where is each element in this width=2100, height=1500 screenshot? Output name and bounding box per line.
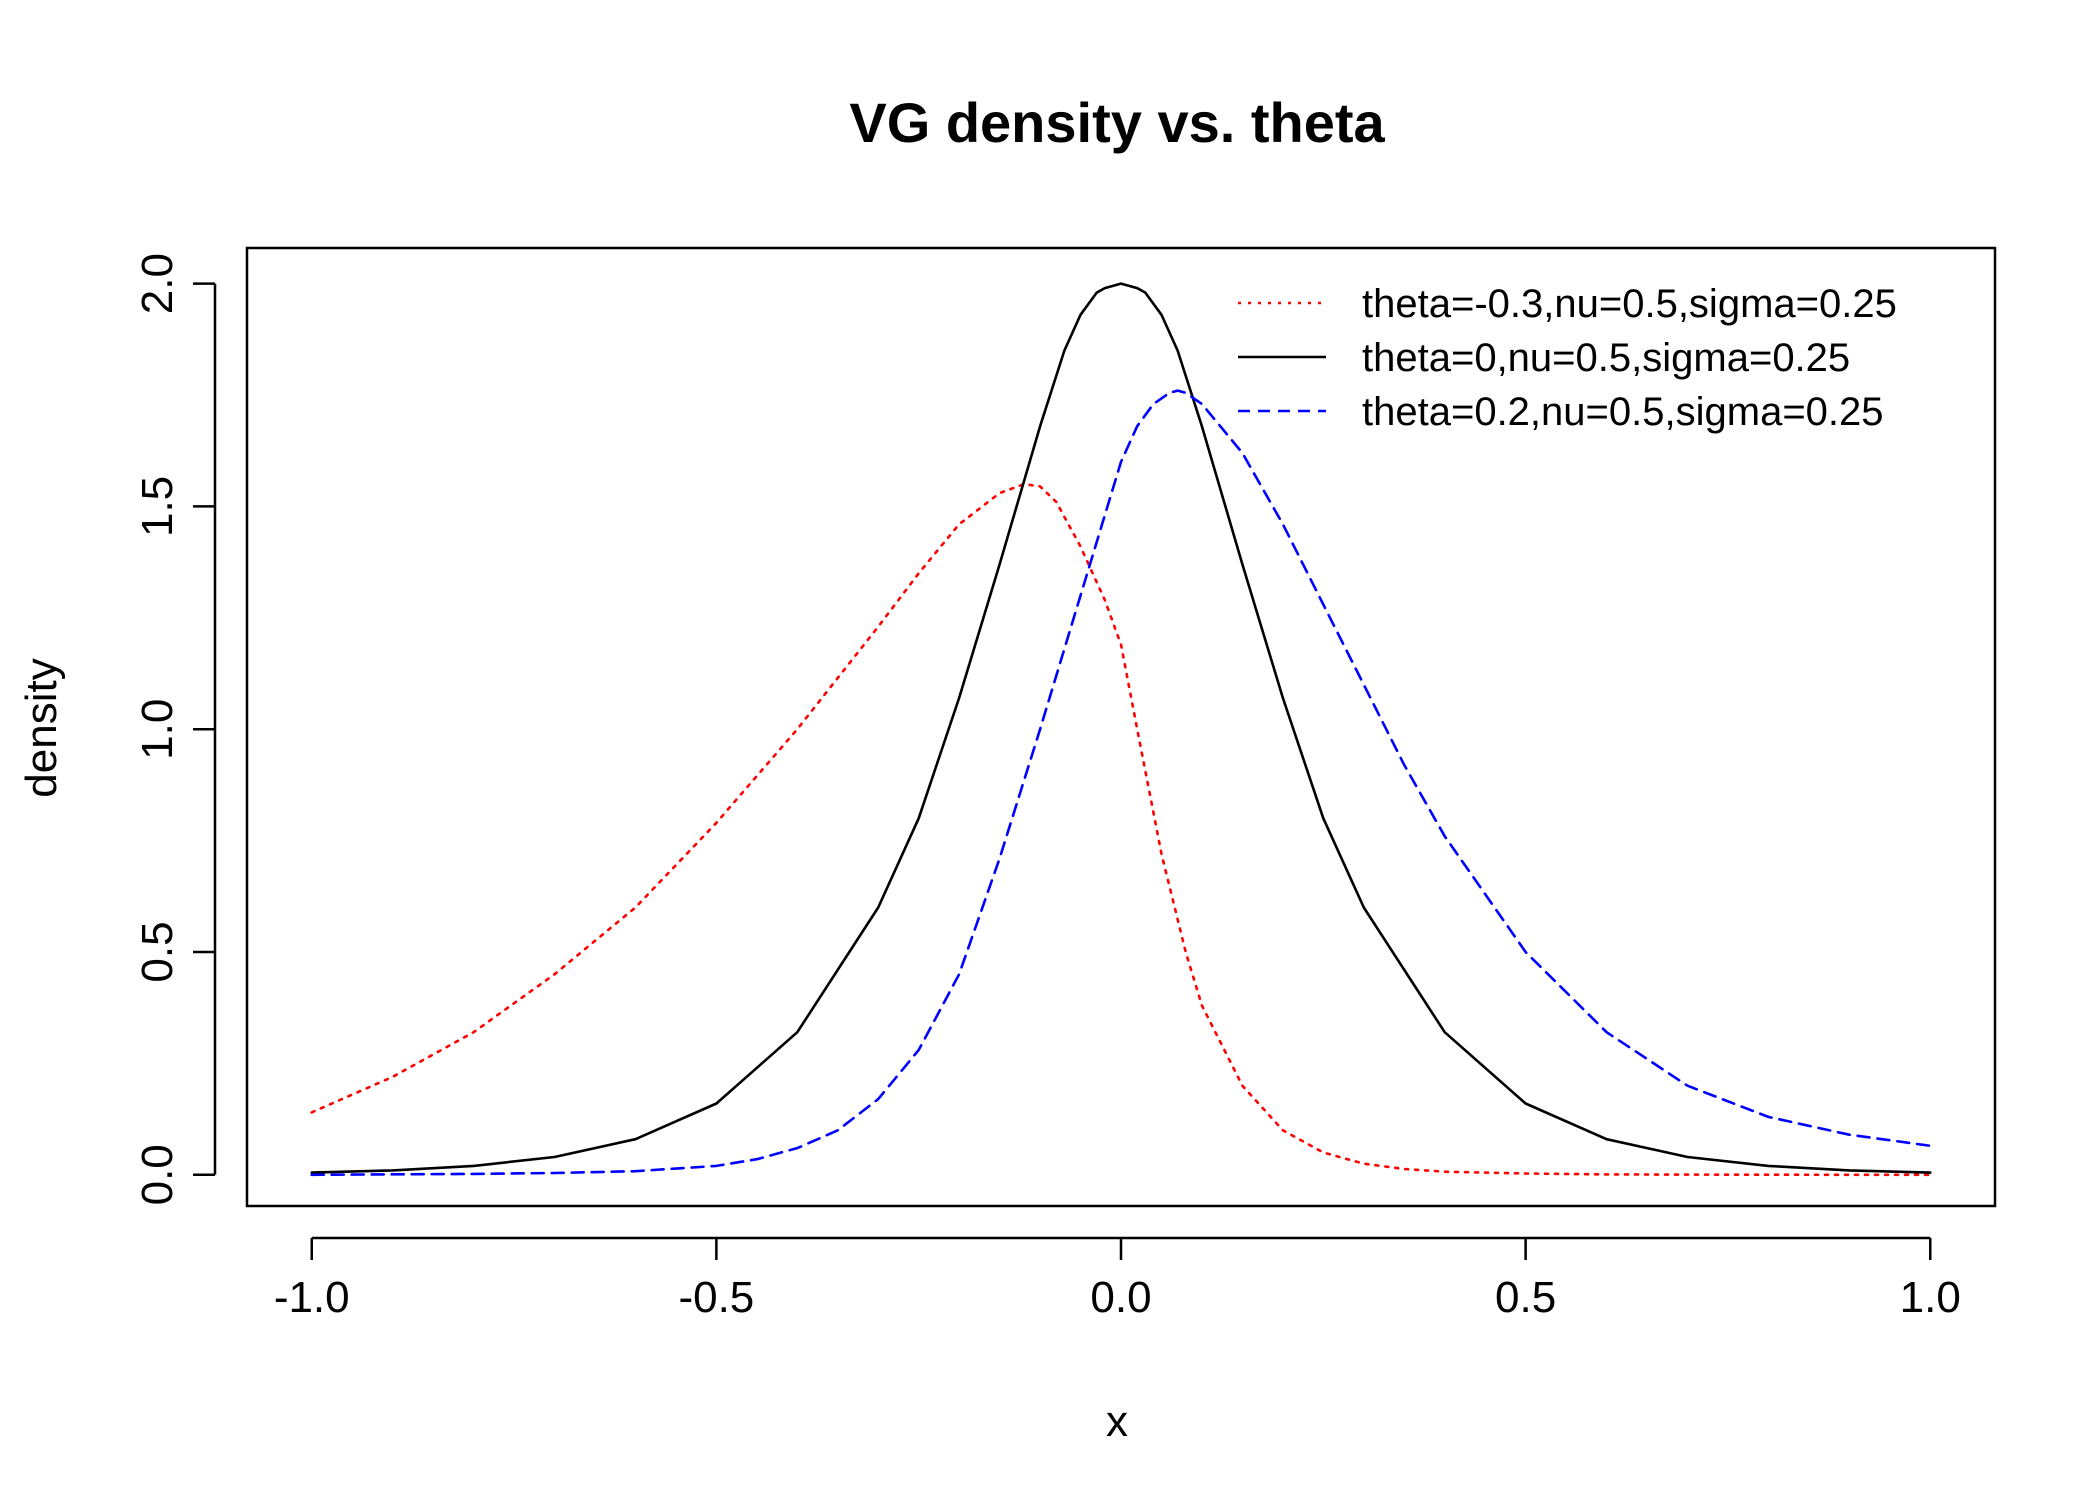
legend-label-2: theta=0,nu=0.5,sigma=0.25 [1362,336,1850,380]
series-line-1 [310,482,1932,1177]
chart-title: VG density vs. theta [849,91,1385,154]
y-axis: 0.0 0.5 1.0 1.5 2.0 [133,253,217,1205]
x-tick-label: 0.5 [1495,1273,1556,1322]
series-line-2 [310,282,1932,1174]
y-tick-label: 1.0 [133,699,182,760]
x-axis: -1.0 -0.5 0.0 0.5 1.0 [274,1236,1961,1322]
y-tick-label: 1.5 [133,476,182,537]
legend-label-1: theta=-0.3,nu=0.5,sigma=0.25 [1362,282,1897,326]
y-tick-label: 0.0 [133,1144,182,1205]
x-tick-label: -0.5 [678,1273,754,1322]
y-tick-label: 0.5 [133,921,182,982]
legend-label-3: theta=0.2,nu=0.5,sigma=0.25 [1362,390,1884,434]
plot-frame [245,246,1997,1208]
series-line-3 [310,389,1932,1177]
legend: theta=-0.3,nu=0.5,sigma=0.25 theta=0,nu=0… [1238,282,1897,434]
y-axis-label: density [17,658,66,797]
x-tick-label: 0.0 [1090,1273,1151,1322]
series-layer [310,282,1932,1177]
x-axis-label: x [1106,1397,1128,1446]
y-tick-label: 2.0 [133,253,182,314]
x-tick-label: -1.0 [274,1273,350,1322]
x-tick-label: 1.0 [1900,1273,1961,1322]
